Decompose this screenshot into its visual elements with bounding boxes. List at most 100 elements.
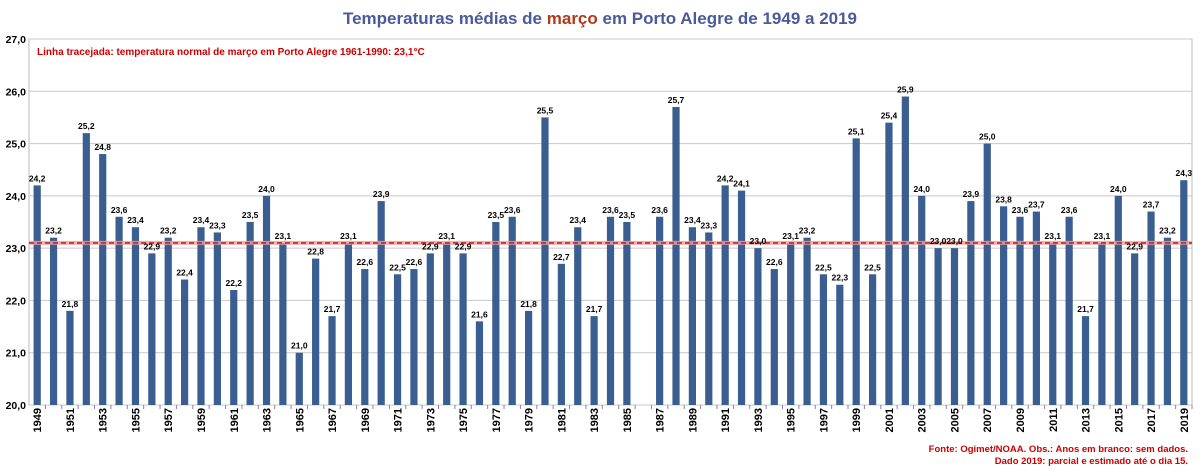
- bar: [328, 316, 336, 405]
- x-tick-label: 1987: [655, 408, 667, 432]
- data-label: 22,9: [1126, 241, 1143, 251]
- x-tick-label: 1999: [851, 408, 863, 432]
- data-label: 22,5: [864, 262, 881, 272]
- data-label: 21,8: [62, 299, 79, 309]
- bar: [934, 248, 942, 405]
- bar: [705, 232, 713, 405]
- x-tick-label: 1963: [262, 408, 274, 432]
- data-label: 23,6: [651, 205, 668, 215]
- bar: [1163, 237, 1172, 405]
- y-tick-label: 25,0: [6, 139, 27, 151]
- x-tick-label: 1985: [622, 408, 634, 432]
- data-label: 23,2: [45, 226, 62, 236]
- bar: [295, 352, 303, 405]
- bar: [99, 154, 107, 405]
- data-label: 24,1: [733, 179, 750, 189]
- bar: [967, 201, 975, 405]
- data-label: 23,4: [569, 215, 586, 225]
- source-line-1: Fonte: Ogimet/NOAA. Obs.: Anos em branco…: [929, 444, 1188, 455]
- data-label: 23,5: [242, 210, 259, 220]
- bar: [672, 106, 680, 405]
- reference-note: Linha tracejada: temperatura normal de m…: [37, 47, 425, 58]
- data-label: 25,2: [78, 121, 95, 131]
- x-tick-label: 1955: [130, 408, 142, 432]
- y-tick-label: 21,0: [6, 348, 27, 360]
- bar: [950, 248, 959, 405]
- data-label: 22,6: [406, 257, 423, 267]
- data-label: 23,3: [701, 220, 718, 230]
- y-tick-label: 23,0: [6, 243, 27, 255]
- data-label: 22,9: [422, 241, 439, 251]
- bar: [344, 242, 353, 405]
- x-tick-label: 2007: [982, 408, 994, 432]
- data-label: 23,5: [619, 210, 636, 220]
- bar: [164, 237, 172, 405]
- data-label: 23,9: [373, 189, 390, 199]
- bar: [623, 222, 631, 405]
- bar: [819, 274, 828, 405]
- bar: [262, 195, 271, 405]
- data-label: 23,9: [963, 189, 980, 199]
- y-tick-label: 26,0: [6, 86, 27, 98]
- x-tick-label: 2015: [1113, 408, 1125, 432]
- bar: [181, 279, 189, 405]
- x-tick-label: 1959: [196, 408, 208, 432]
- source-line-2: Dado 2019: parcial e estimado até o dia …: [995, 456, 1188, 467]
- bar: [590, 316, 598, 405]
- bar: [459, 253, 467, 405]
- bar: [1180, 180, 1188, 405]
- bar: [737, 190, 746, 405]
- bar: [541, 117, 549, 405]
- bar: [983, 143, 991, 406]
- x-tick-label: 1983: [589, 408, 601, 432]
- bar: [787, 242, 795, 405]
- bar: [1098, 242, 1106, 405]
- x-tick-label: 1977: [491, 408, 503, 432]
- bar: [148, 253, 156, 405]
- data-label: 23,2: [1159, 226, 1176, 236]
- x-tick-label: 1973: [425, 408, 437, 432]
- data-label: 22,3: [832, 273, 849, 283]
- data-label: 22,7: [553, 252, 570, 262]
- x-tick-label: 2013: [1081, 408, 1093, 432]
- bar: [901, 96, 909, 405]
- bar: [1147, 211, 1155, 405]
- bar: [1000, 206, 1008, 405]
- data-label: 23,1: [275, 231, 292, 241]
- data-label: 23,6: [1012, 205, 1029, 215]
- bar: [1032, 211, 1040, 405]
- data-label: 21,0: [291, 341, 308, 351]
- bar: [393, 274, 402, 405]
- x-tick-label: 2003: [917, 408, 929, 432]
- bar: [279, 242, 287, 405]
- x-tick-label: 1965: [294, 408, 306, 432]
- x-tick-label: 1975: [458, 408, 470, 432]
- data-label: 24,8: [94, 142, 111, 152]
- bar: [492, 222, 500, 405]
- title-part-1: Temperaturas médias de: [343, 9, 547, 28]
- data-label: 22,8: [307, 247, 324, 257]
- title-part-3: em Porto Alegre de 1949 a 2019: [598, 9, 857, 28]
- data-label: 23,3: [209, 220, 226, 230]
- data-label: 25,4: [881, 111, 898, 121]
- x-axis-ticks: 1949 1951 1953 1955 1957 1959 1961 1963 1965 1967…: [32, 405, 1193, 432]
- bar: [803, 237, 811, 405]
- x-tick-label: 1967: [327, 408, 339, 432]
- bar: [656, 216, 664, 405]
- grid-lines: [29, 38, 1192, 406]
- chart-title: Temperaturas médias de março em Porto Al…: [343, 9, 857, 28]
- bar: [66, 310, 74, 405]
- data-label: 23,1: [340, 231, 357, 241]
- bar: [361, 269, 369, 405]
- data-label: 22,4: [176, 268, 193, 278]
- data-label: 23,1: [438, 231, 455, 241]
- data-label: 25,1: [848, 126, 865, 136]
- data-label: 21,7: [324, 304, 341, 314]
- data-label: 23,4: [127, 215, 144, 225]
- bar: [557, 263, 565, 405]
- data-label: 23,2: [160, 226, 177, 236]
- bar: [115, 216, 123, 405]
- bar: [312, 258, 320, 405]
- data-label: 25,5: [537, 105, 554, 115]
